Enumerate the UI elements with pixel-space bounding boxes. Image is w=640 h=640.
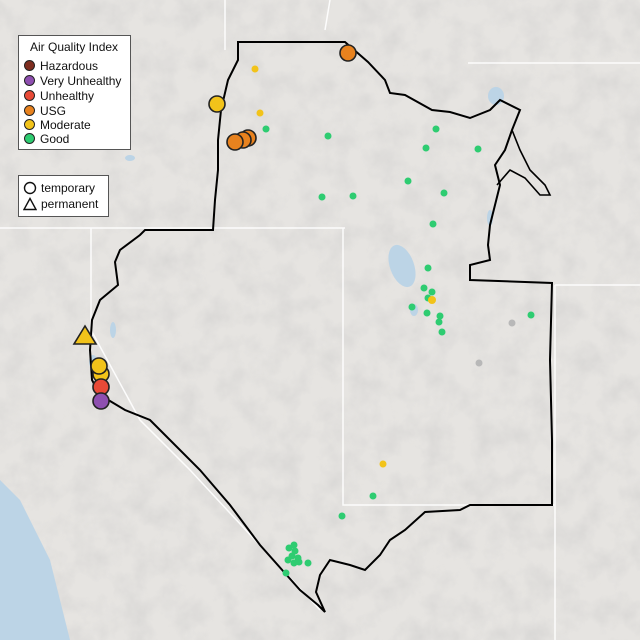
- good-monitor: [432, 125, 440, 133]
- moderate-temporary-monitor: [90, 357, 108, 375]
- good-monitor: [304, 559, 312, 567]
- legend-item-hazardous: Hazardous: [24, 58, 98, 73]
- good-monitor: [436, 312, 444, 320]
- moderate-monitors: [251, 65, 436, 468]
- good-monitor: [324, 132, 332, 140]
- good-monitors: [262, 125, 535, 577]
- good-monitor: [284, 556, 292, 564]
- monitor-dots: [251, 65, 535, 577]
- district-boundary-wyoming-notch: [496, 129, 552, 196]
- good-monitor: [429, 220, 437, 228]
- unhealthy-swatch: [24, 90, 35, 101]
- good-monitor: [422, 144, 430, 152]
- good-monitor: [435, 318, 443, 326]
- good-monitor: [338, 512, 346, 520]
- good-monitor: [408, 303, 416, 311]
- good-monitor: [290, 541, 298, 549]
- legend-item-very-unhealthy: Very Unhealthy: [24, 73, 121, 88]
- hazardous-swatch: [24, 60, 35, 71]
- usg-swatch: [24, 105, 35, 116]
- good-monitor: [423, 309, 431, 317]
- yellowstone-lake: [488, 87, 504, 105]
- good-monitor: [404, 177, 412, 185]
- moderate-temporary-monitor: [208, 95, 226, 113]
- moderate-monitor: [428, 296, 436, 304]
- temporary-monitors: [90, 44, 357, 410]
- very-unhealthy-temporary-monitor: [92, 392, 110, 410]
- moderate-monitor: [379, 460, 387, 468]
- good-monitor: [474, 145, 482, 153]
- good-monitor: [262, 125, 270, 133]
- legend-item-usg: USG: [24, 103, 66, 118]
- good-monitor: [295, 558, 303, 566]
- aqi-legend: Air Quality Index Hazardous Very Unhealt…: [18, 35, 131, 150]
- no-data-monitor: [475, 359, 483, 367]
- lake-idaho: [125, 155, 135, 161]
- legend-title: Air Quality Index: [30, 40, 119, 54]
- moderate-monitor: [256, 109, 264, 117]
- good-monitor: [527, 311, 535, 319]
- ocean: [0, 480, 70, 640]
- circle-outline-icon: [23, 181, 37, 195]
- very-unhealthy-swatch: [24, 75, 35, 86]
- moderate-permanent-monitor: [72, 324, 98, 345]
- district-boundary: [88, 41, 554, 613]
- good-monitor: [424, 264, 432, 272]
- good-monitor: [282, 569, 290, 577]
- pyramid-lake: [110, 322, 116, 338]
- good-swatch: [24, 133, 35, 144]
- legend-item-unhealthy: Unhealthy: [24, 88, 94, 103]
- good-monitor: [438, 328, 446, 336]
- usg-temporary-monitor: [339, 44, 357, 62]
- moderate-monitor: [251, 65, 259, 73]
- legend-item-moderate: Moderate: [24, 117, 91, 132]
- no-data-monitors: [475, 319, 516, 367]
- usg-temporary-monitor: [226, 133, 244, 151]
- good-monitor: [349, 192, 357, 200]
- good-monitor: [318, 193, 326, 201]
- great-salt-lake: [388, 244, 416, 288]
- triangle-outline-icon: [23, 197, 37, 211]
- good-monitor: [428, 288, 436, 296]
- good-monitor: [420, 284, 428, 292]
- monitor-type-legend: temporary permanent: [18, 175, 109, 217]
- good-monitor: [440, 189, 448, 197]
- legend-item-permanent: permanent: [23, 196, 98, 212]
- legend-item-good: Good: [24, 131, 69, 146]
- legend-item-temporary: temporary: [23, 180, 95, 196]
- no-data-monitor: [508, 319, 516, 327]
- good-monitor: [369, 492, 377, 500]
- moderate-swatch: [24, 119, 35, 130]
